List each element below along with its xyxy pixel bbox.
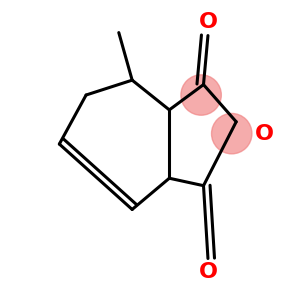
Text: O: O xyxy=(199,262,218,282)
Circle shape xyxy=(212,113,252,154)
Text: O: O xyxy=(255,124,274,144)
Text: O: O xyxy=(199,12,218,32)
Circle shape xyxy=(181,75,221,115)
